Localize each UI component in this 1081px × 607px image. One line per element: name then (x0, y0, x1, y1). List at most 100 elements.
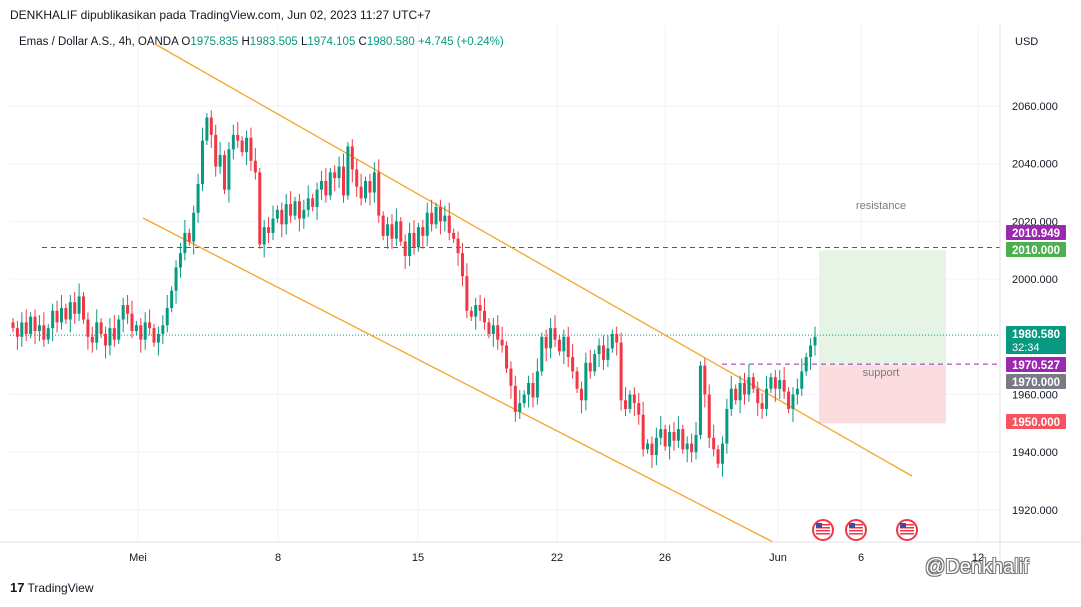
economic-events (812, 519, 918, 541)
candle (24, 309, 28, 342)
candle (183, 219, 187, 261)
candle-body (447, 215, 451, 233)
price-tag: 2010.000 (1006, 242, 1066, 257)
candle (500, 326, 504, 353)
candle (253, 147, 257, 180)
candle-body (178, 253, 182, 268)
flag-stripe (900, 527, 914, 529)
candle (59, 294, 63, 330)
price-tick-label: 2060.000 (1012, 101, 1058, 113)
candle (438, 199, 442, 235)
us-flag-event-icon[interactable] (896, 519, 918, 541)
candle-body (496, 325, 500, 340)
candle-body (29, 316, 33, 334)
us-flag-event-icon[interactable] (845, 519, 867, 541)
candle-body (606, 348, 610, 360)
candle-body (108, 328, 112, 346)
candle-body (346, 146, 350, 196)
price-tag-label: 1970.527 (1012, 360, 1060, 372)
candle (359, 173, 363, 206)
candle-body (637, 403, 641, 415)
candle (408, 222, 412, 267)
candle (584, 352, 588, 411)
candle (421, 219, 425, 249)
candle-body (306, 198, 310, 210)
candle-body (156, 333, 160, 343)
candle-body (742, 382, 746, 395)
candle (112, 315, 116, 347)
candle (619, 332, 623, 411)
candle-body (148, 322, 152, 329)
candle (271, 205, 275, 241)
candle-body (364, 181, 368, 199)
candle-body (782, 380, 786, 392)
candle-body (200, 140, 204, 184)
price-tag: 1970.527 (1006, 357, 1066, 372)
candle-body (267, 227, 271, 233)
candle (676, 416, 680, 448)
candle-body (68, 302, 72, 320)
candle (231, 124, 235, 160)
candle-body (130, 313, 134, 332)
candle (597, 338, 601, 368)
candle (174, 260, 178, 304)
candle (654, 427, 658, 466)
candle-body (575, 371, 579, 389)
open-value: 1975.835 (190, 36, 239, 48)
candle-body (584, 362, 588, 401)
candle-body (20, 322, 24, 337)
candle-body (324, 181, 328, 196)
candle-body (86, 319, 90, 337)
tradingview-logo[interactable]: 17 TradingView (10, 580, 94, 595)
candle-body (610, 333, 614, 349)
candle (624, 387, 628, 417)
candle (337, 156, 341, 189)
candle (474, 297, 478, 330)
candle (275, 205, 279, 223)
price-tag-bg (1006, 374, 1066, 389)
candle (333, 165, 337, 192)
candle (659, 416, 663, 445)
candle (86, 312, 90, 350)
candle (280, 202, 284, 238)
price-tag: 2010.949 (1006, 225, 1066, 240)
candle (540, 332, 544, 376)
candle-body (452, 232, 456, 239)
candle (681, 424, 685, 454)
candle-body (152, 328, 156, 343)
candle-body (579, 388, 583, 401)
high-label: H (241, 36, 250, 48)
trend-channel (142, 43, 913, 543)
candle (637, 393, 641, 425)
candle (787, 387, 791, 414)
candle-body (654, 437, 658, 456)
candle (566, 326, 570, 368)
candle-body (284, 204, 288, 225)
candle (703, 358, 707, 408)
currency-label[interactable]: USD (1015, 36, 1039, 48)
candle (641, 401, 645, 457)
candle (769, 372, 773, 394)
candle-body (90, 336, 94, 343)
candle-body (505, 345, 509, 369)
candle-body (240, 140, 244, 153)
tradingview-logo-text: TradingView (27, 581, 94, 595)
candle (390, 214, 394, 249)
candle-body (170, 290, 174, 308)
candle (346, 142, 350, 200)
candle (306, 185, 310, 218)
candle-body (328, 172, 332, 196)
flag-canton (849, 523, 855, 528)
candle (505, 341, 509, 373)
us-flag-event-icon[interactable] (812, 519, 834, 541)
candle (121, 297, 125, 333)
candle (707, 384, 711, 448)
candle (650, 436, 654, 469)
candle (209, 110, 213, 148)
candle (747, 364, 751, 402)
channel-lower-line (142, 217, 774, 543)
price-axis: 2060.0002040.0002020.0002000.0001960.000… (999, 25, 1058, 572)
candle-body (809, 345, 813, 357)
